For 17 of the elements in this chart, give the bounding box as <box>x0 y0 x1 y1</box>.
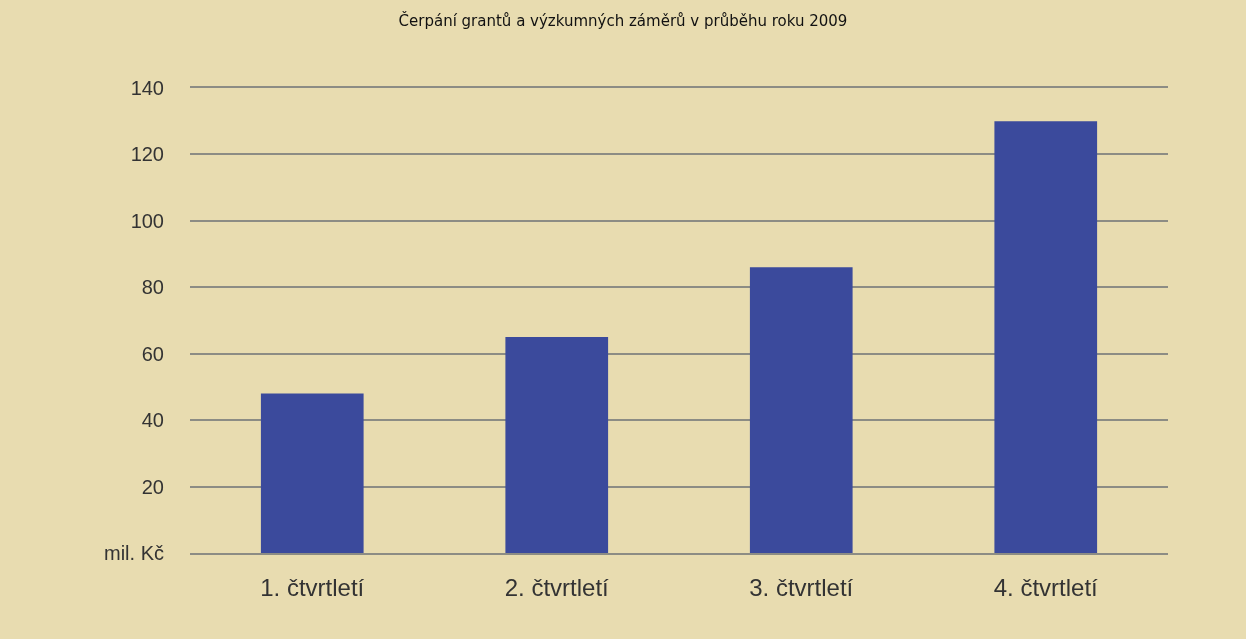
y-tick-label: 40 <box>141 409 164 432</box>
y-tick-label: 120 <box>130 143 164 166</box>
x-tick-label: 4. čtvrtletí <box>993 573 1099 601</box>
chart-title: Čerpání grantů a výzkumných záměrů v průběhu roku 2009 <box>398 11 848 31</box>
y-tick-label: 60 <box>141 342 164 365</box>
y-tick-label: 100 <box>130 209 164 232</box>
x-tick-label: 1. čtvrtletí <box>260 573 365 601</box>
y-tick-label: 80 <box>141 276 164 299</box>
bar <box>505 337 609 553</box>
x-tick-label: 2. čtvrtletí <box>504 573 610 601</box>
y-tick-label: mil. Kč <box>104 542 164 564</box>
bar <box>749 267 853 553</box>
bar <box>260 393 364 553</box>
y-tick-label: 140 <box>130 77 164 99</box>
bar <box>994 121 1098 553</box>
y-tick-label: 20 <box>141 475 164 498</box>
x-tick-label: 3. čtvrtletí <box>749 573 854 601</box>
